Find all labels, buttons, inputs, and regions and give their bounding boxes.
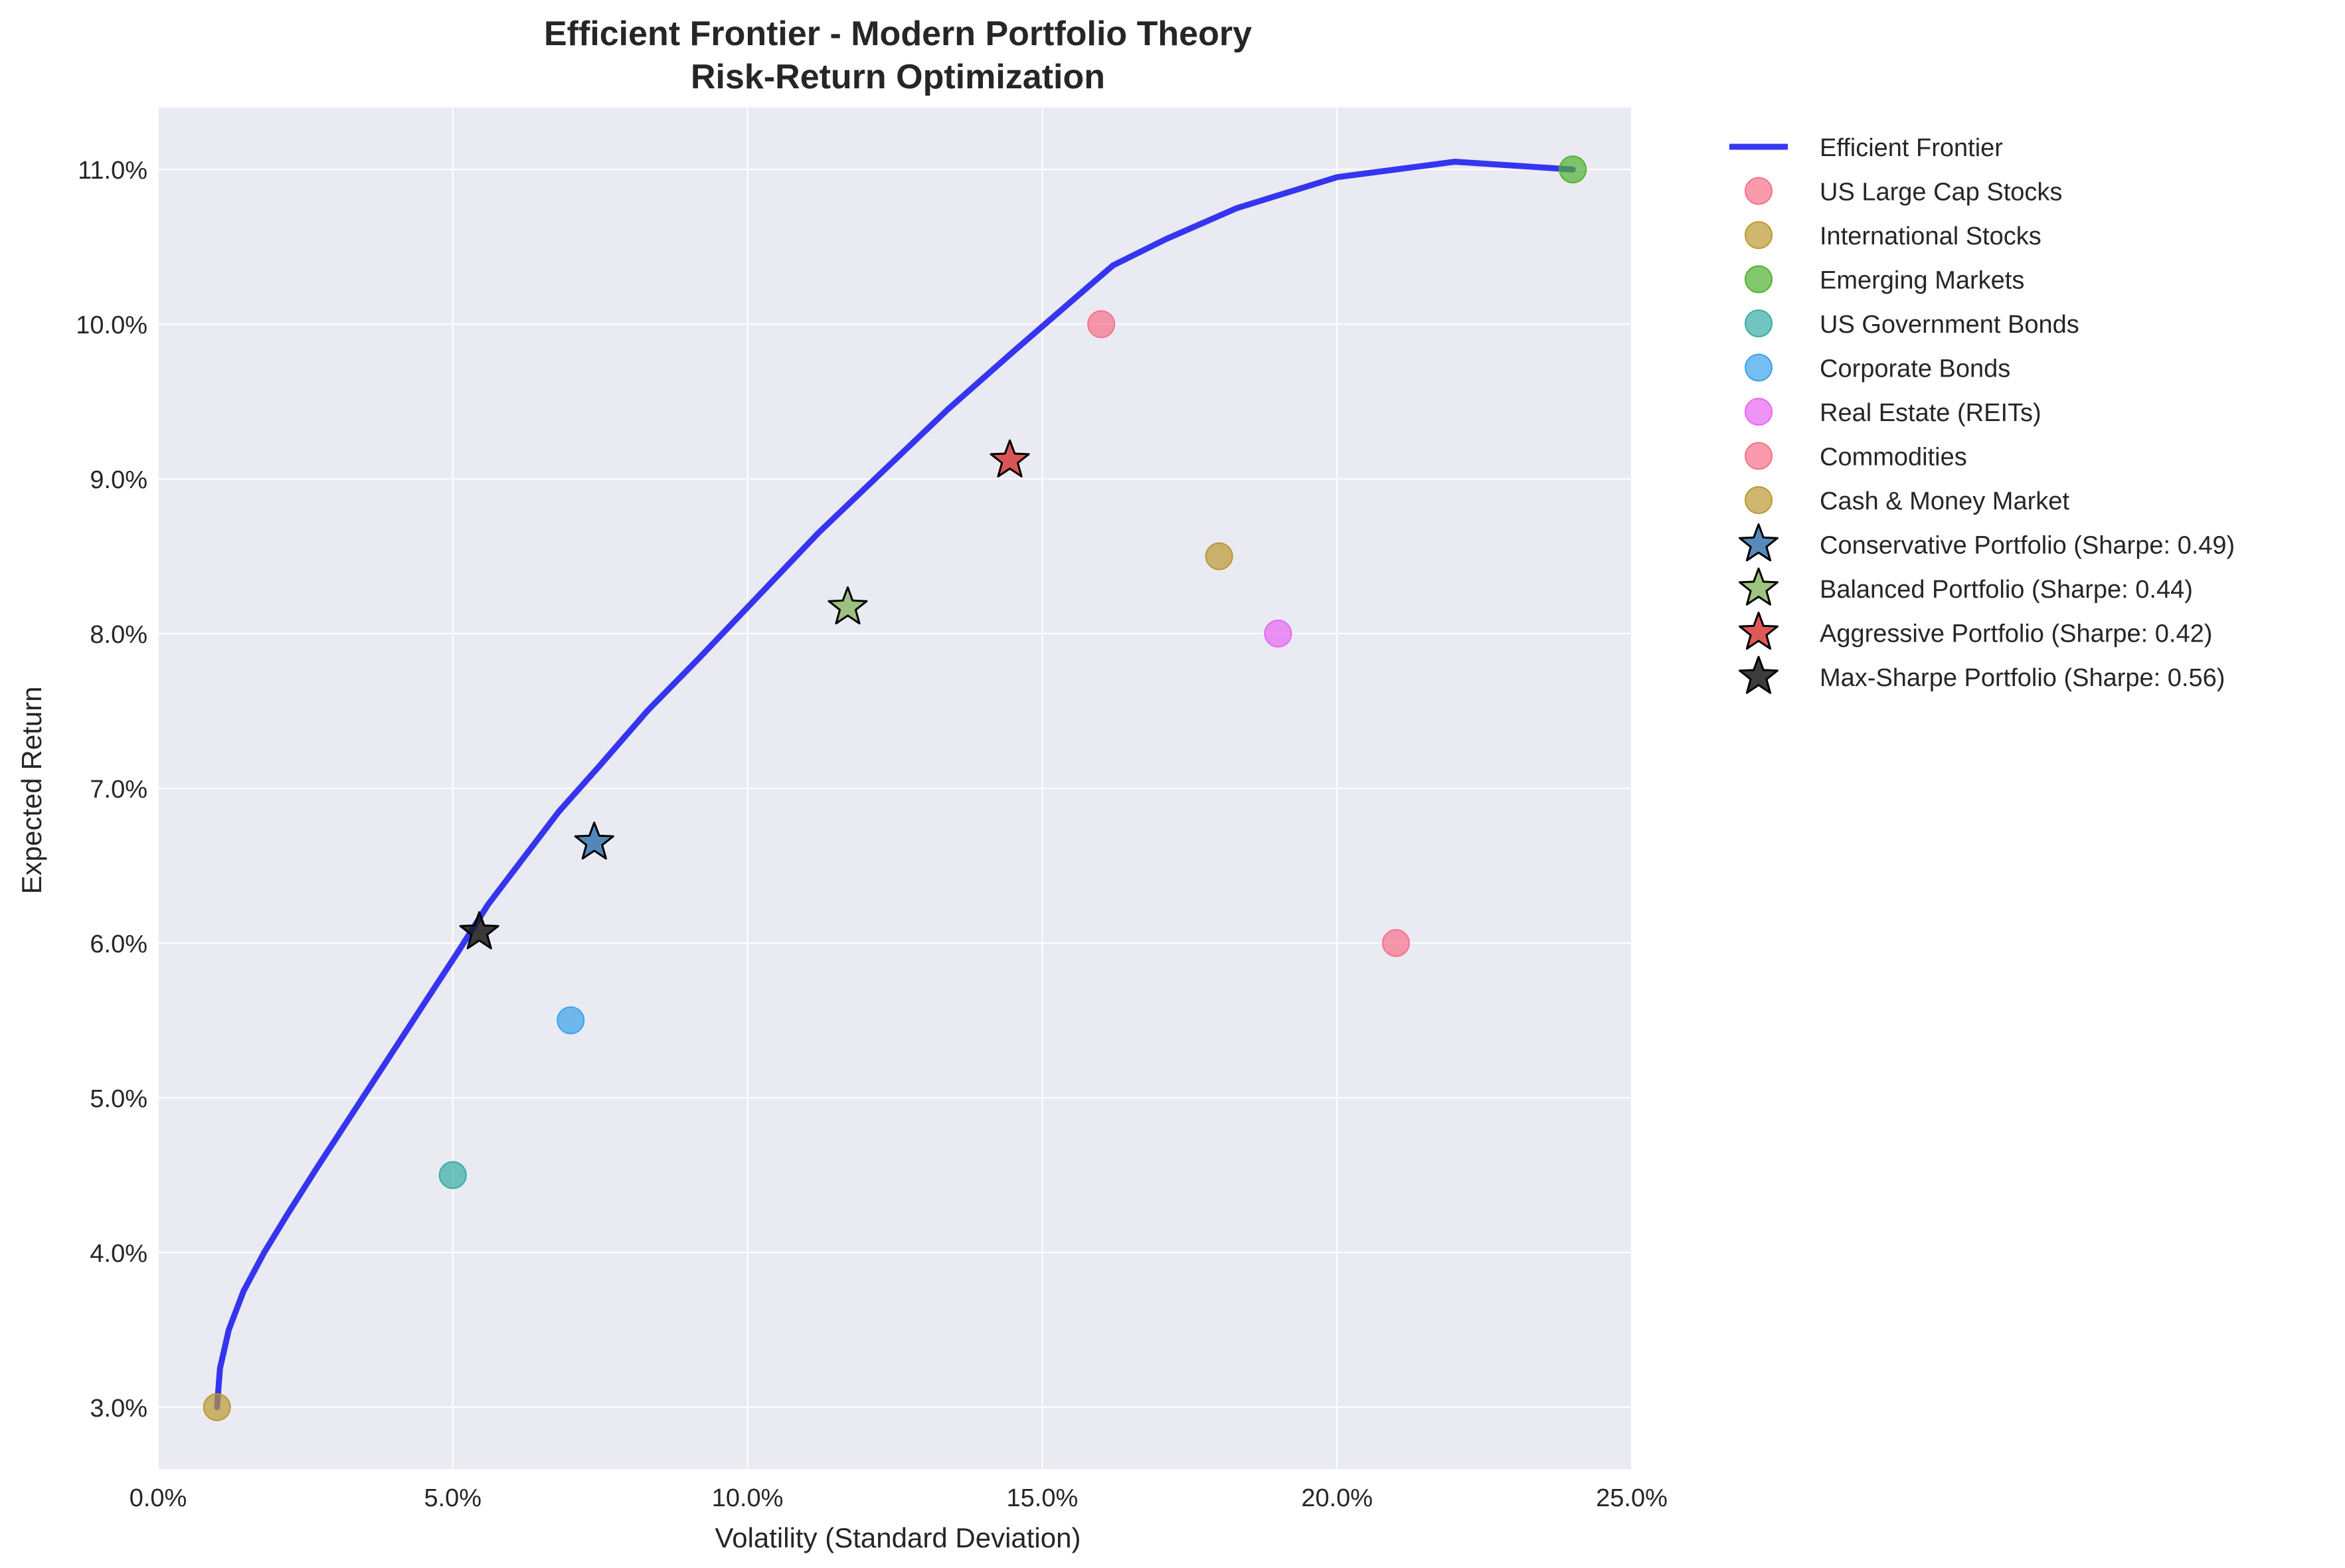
x-tick-label: 10.0%: [712, 1484, 784, 1512]
legend-label: Cash & Money Market: [1820, 487, 2069, 515]
x-tick-label: 25.0%: [1596, 1484, 1668, 1512]
legend-marker-asset: [1745, 309, 1773, 337]
x-tick-label: 20.0%: [1301, 1484, 1373, 1512]
legend-marker-asset: [1745, 353, 1773, 382]
legend-label: Max-Sharpe Portfolio (Sharpe: 0.56): [1820, 664, 2225, 692]
y-axis-label: Expected Return: [16, 687, 47, 895]
legend-marker-asset: [1745, 265, 1773, 294]
legend-label: Corporate Bonds: [1820, 355, 2010, 383]
y-tick-label: 10.0%: [76, 311, 147, 339]
chart-title-line1: Efficient Frontier - Modern Portfolio Th…: [544, 15, 1252, 53]
portfolio-star: [827, 586, 868, 625]
legend-label: US Large Cap Stocks: [1820, 179, 2062, 207]
asset-point: [438, 1161, 467, 1189]
legend-label: US Government Bonds: [1820, 311, 2079, 339]
asset-point: [557, 1006, 585, 1035]
y-tick-label: 3.0%: [90, 1395, 147, 1423]
asset-point: [1559, 155, 1587, 184]
x-tick-label: 5.0%: [424, 1484, 481, 1512]
legend-marker-portfolio: [1739, 523, 1779, 562]
legend-label: Balanced Portfolio (Sharpe: 0.44): [1820, 576, 2193, 604]
asset-point: [1087, 310, 1116, 339]
x-tick-label: 0.0%: [130, 1484, 187, 1512]
asset-point: [203, 1393, 231, 1421]
legend-marker-portfolio: [1739, 567, 1779, 606]
asset-point: [1205, 542, 1233, 570]
legend-label: Commodities: [1820, 444, 1967, 472]
y-tick-label: 11.0%: [78, 157, 147, 185]
legend-marker-portfolio: [1739, 655, 1779, 694]
legend: Efficient Frontier US Large Cap Stocks Int…: [1729, 134, 2235, 694]
chart-title-line2: Risk-Return Optimization: [691, 58, 1105, 96]
legend-marker-asset: [1745, 177, 1773, 205]
legend-label: Conservative Portfolio (Sharpe: 0.49): [1820, 532, 2235, 560]
y-tick-label: 9.0%: [90, 466, 147, 494]
legend-marker-asset: [1745, 221, 1773, 249]
grid: [157, 108, 1632, 1469]
x-axis-label: Volatility (Standard Deviation): [715, 1522, 1081, 1553]
legend-label: Real Estate (REITs): [1820, 399, 2041, 427]
y-tick-label: 6.0%: [90, 930, 147, 958]
y-tick-label: 4.0%: [90, 1240, 147, 1268]
legend-marker-asset: [1745, 486, 1773, 514]
legend-marker-asset: [1745, 442, 1773, 470]
portfolio-stars: [459, 439, 1030, 950]
tick-labels: 0.0% 5.0% 10.0% 15.0% 20.0% 25.0% 3.0% 4.0% 5.0%…: [76, 157, 1668, 1512]
asset-point: [1264, 620, 1292, 648]
asset-point: [1381, 928, 1410, 957]
legend-label: Emerging Markets: [1820, 267, 2024, 295]
y-tick-label: 7.0%: [90, 776, 147, 804]
legend-marker-portfolio: [1739, 612, 1779, 650]
asset-points: [203, 155, 1587, 1421]
legend-label: Aggressive Portfolio (Sharpe: 0.42): [1820, 620, 2212, 648]
frontier-layer: [214, 159, 1576, 1411]
portfolio-star: [990, 439, 1030, 478]
x-tick-label: 15.0%: [1007, 1484, 1079, 1512]
legend-marker-asset: [1745, 398, 1773, 426]
legend-label: International Stocks: [1820, 222, 2041, 250]
y-tick-label: 8.0%: [90, 621, 147, 649]
portfolio-star: [459, 911, 499, 950]
y-tick-label: 5.0%: [90, 1085, 147, 1113]
legend-label: Efficient Frontier: [1820, 134, 2003, 162]
portfolio-star: [574, 822, 614, 860]
efficient-frontier-line: [214, 159, 1576, 1411]
